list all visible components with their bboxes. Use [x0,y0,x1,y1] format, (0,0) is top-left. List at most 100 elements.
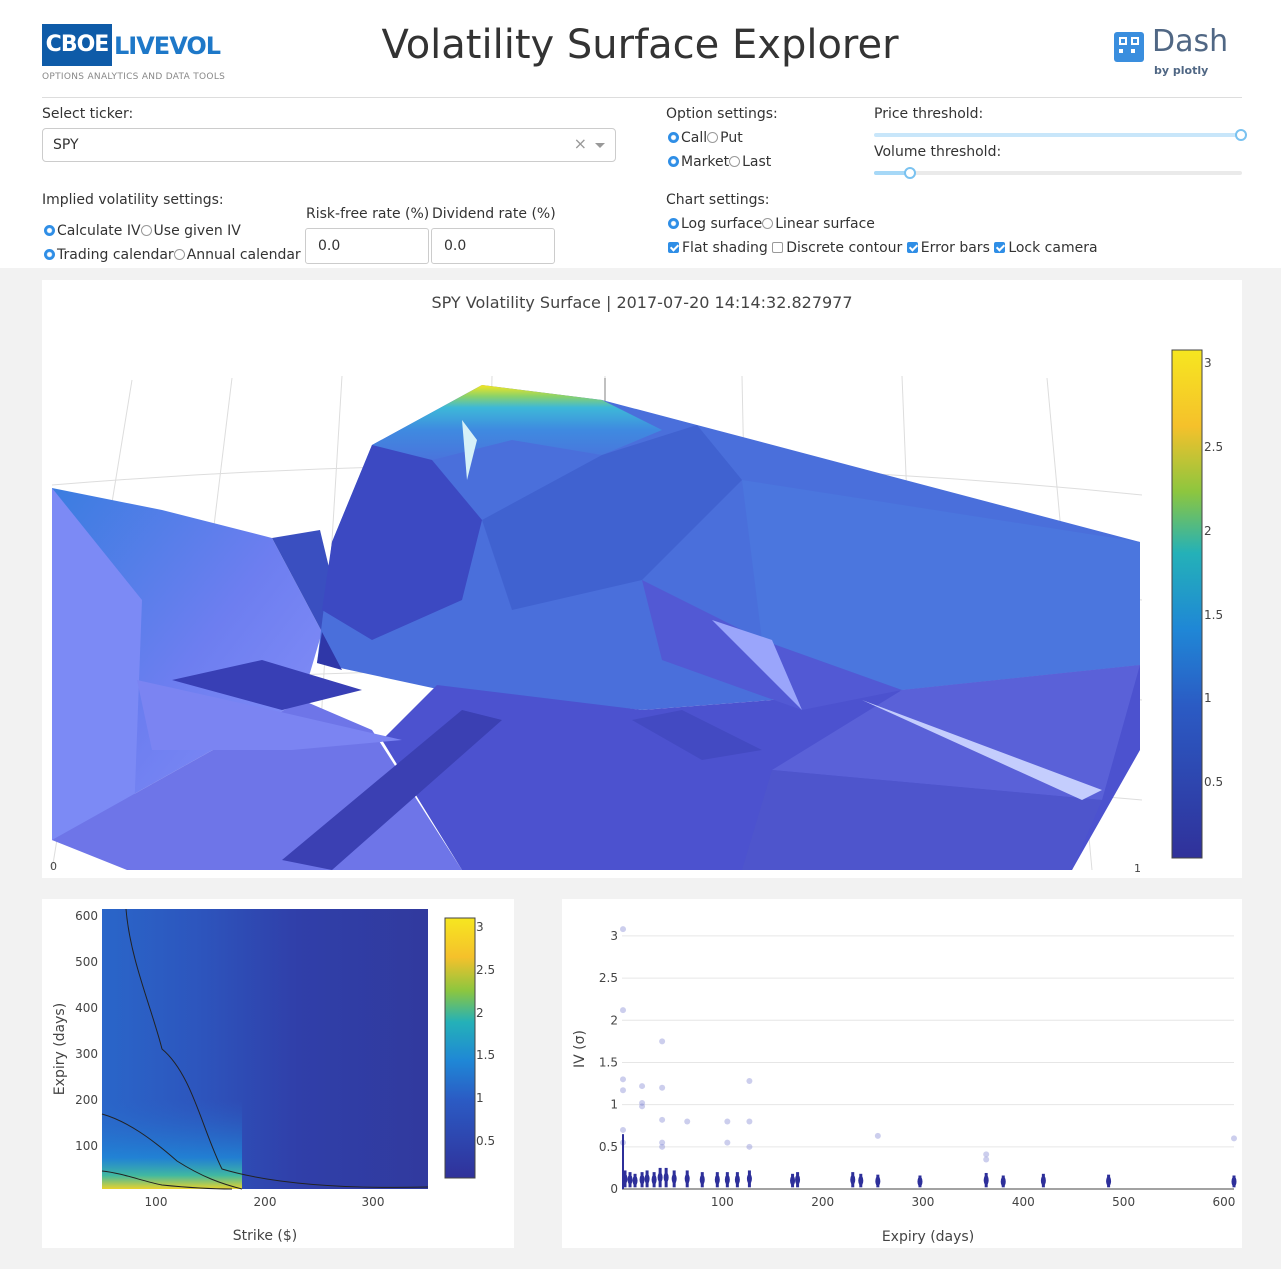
checkbox-discrete-contour[interactable]: Discrete contour [772,240,902,256]
chevron-down-icon[interactable] [595,143,605,148]
scatter-point [1231,1176,1237,1187]
clear-icon[interactable]: × [573,134,587,153]
gutter [1242,268,1281,1269]
scatter-point [671,1173,677,1184]
checkbox-error-bars[interactable]: Error bars [906,240,990,256]
volatility-surface [52,385,1140,870]
y-tick: 600 [75,909,98,923]
checkbox-lock-camera[interactable]: Lock camera [994,240,1098,256]
radio-log-surface[interactable]: Log surface [668,216,762,232]
header-divider [42,97,1242,98]
option-settings-label: Option settings: [666,106,778,122]
volume-threshold-handle[interactable] [904,167,916,179]
volume-threshold-slider[interactable] [874,171,1242,175]
logo-tagline: OPTIONS ANALYTICS AND DATA TOOLS [42,72,226,82]
page-title: Volatility Surface Explorer [381,22,899,68]
radio-trading-calendar[interactable]: Trading calendar [44,247,174,263]
radio-unchecked-icon [173,249,185,260]
radio-put[interactable]: Put [707,130,743,146]
livevol-logo-word: LIVEVOL [114,32,221,60]
radio-last-label: Last [742,154,772,170]
heatmap-x-title: Strike ($) [233,1228,298,1244]
radio-call[interactable]: Call [668,130,707,146]
x-tick: 300 [362,1195,385,1209]
price-threshold-handle[interactable] [1235,129,1247,141]
radio-checked-icon [44,249,55,260]
radio-annual-calendar[interactable]: Annual calendar [173,247,301,263]
risk-free-input[interactable]: 0.0 [305,228,429,264]
y-tick: 200 [75,1093,98,1107]
radio-unchecked-icon [707,132,719,143]
radio-given-iv[interactable]: Use given IV [140,223,241,239]
scatter-point [917,1176,923,1187]
scatter-point [639,1174,645,1185]
scatter-chart-panel[interactable]: 0 0.5 1 1.5 2 2.5 3 100 200 300 400 500 600 Expiry … [562,899,1242,1248]
gutter [0,268,42,1269]
scatter-point [620,1087,627,1094]
heatmap-plot[interactable]: 100 200 300 400 500 600 100 200 300 Stri… [42,899,514,1248]
contour-line [101,1113,243,1190]
colorbar-tick: 2.5 [1204,440,1223,454]
flat-shading-label: Flat shading [682,240,768,256]
cboe-livevol-logo: CBOE LIVEVOL OPTIONS ANALYTICS AND DATA … [42,24,225,86]
scatter-point [657,1172,663,1183]
checkbox-checked-icon [906,242,918,253]
colorbar-tick: 2 [1204,524,1212,538]
colorbar-tick: 0.5 [1204,775,1223,789]
scatter-point [746,1143,753,1150]
scatter-y-title: IV (σ) [572,1030,588,1068]
checkbox-flat-shading[interactable]: Flat shading [668,240,768,256]
gutter [514,878,562,1269]
ticker-dropdown[interactable]: SPY × [42,128,616,162]
y-tick: 300 [75,1047,98,1061]
radio-checked-icon [668,156,679,167]
x-tick: 100 [711,1195,734,1209]
scatter-point [1106,1176,1112,1187]
gutter [0,268,1281,280]
colorbar-tick: 2.5 [476,963,495,977]
colorbar-tick: 2 [476,1006,484,1020]
price-threshold-slider[interactable] [874,133,1242,137]
surface-colorbar-ticks: 3 2.5 2 1.5 1 0.5 [1204,356,1223,789]
colorbar-tick: 0.5 [476,1134,495,1148]
option-type-radio-group: Call Put [668,130,743,146]
chart-options-checkboxes: Flat shading Discrete contour Error bars… [668,240,1098,256]
heatmap-hot-region [102,1099,242,1189]
x-tick: 200 [254,1195,277,1209]
scatter-point [639,1103,646,1110]
price-threshold-label: Price threshold: [874,106,984,122]
scatter-plot[interactable]: 0 0.5 1 1.5 2 2.5 3 100 200 300 400 500 600 Expiry … [562,899,1242,1248]
y-tick: 100 [75,1139,98,1153]
dividend-input[interactable]: 0.0 [431,228,555,264]
scatter-point [850,1174,856,1185]
radio-annual-calendar-label: Annual calendar [186,247,301,263]
colorbar-tick: 1 [476,1091,484,1105]
radio-market[interactable]: Market [668,154,729,170]
y-tick: 2 [610,1013,618,1027]
error-bars-label: Error bars [920,240,990,256]
radio-last[interactable]: Last [729,154,771,170]
volume-threshold-label: Volume threshold: [874,144,1002,160]
surface-chart-panel[interactable]: SPY Volatility Surface | 2017-07-20 14:1… [42,280,1242,878]
scatter-point [983,1175,989,1186]
y-tick: 0.5 [599,1140,618,1154]
scatter-points [620,926,1237,1189]
heatmap-chart-panel[interactable]: 100 200 300 400 500 600 100 200 300 Stri… [42,899,514,1248]
scatter-error-bar [622,1134,625,1189]
radio-put-label: Put [720,130,743,146]
scatter-point [1231,1135,1237,1142]
radio-linear-surface[interactable]: Linear surface [762,216,875,232]
chart-settings-label: Chart settings: [666,192,770,208]
scatter-point [627,1174,633,1185]
scatter-point [875,1176,881,1187]
checkbox-checked-icon [668,242,679,253]
surface-plot[interactable]: 3 2.5 2 1.5 1 0.5 0 1 [42,280,1242,878]
y-tick: 0 [610,1182,618,1196]
scatter-y-ticks: 0 0.5 1 1.5 2 2.5 3 [599,929,618,1196]
radio-market-label: Market [681,154,730,170]
scatter-gridlines [622,935,1234,1148]
scatter-point [795,1174,801,1185]
scatter-point [651,1174,657,1185]
radio-calculate-iv[interactable]: Calculate IV [44,223,141,239]
